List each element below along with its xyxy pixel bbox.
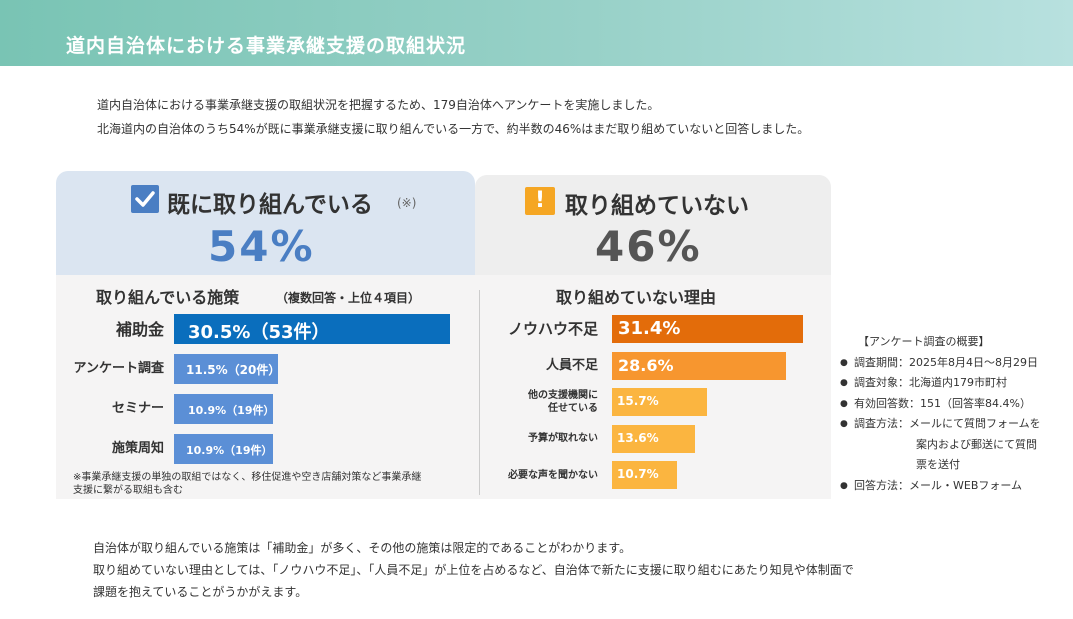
survey-item: ● 調査期間：2025年8月4日〜8月29日 — [840, 353, 1041, 374]
data-label: 31.4% — [618, 318, 681, 339]
survey-item-continued: 票を送付 — [916, 458, 960, 471]
category-label-line: アンケート調査 — [73, 361, 164, 376]
bullet-icon: ● — [840, 419, 848, 429]
category-label-line: ノウハウ不足 — [507, 320, 598, 338]
category-label: 必要な声を聞かない — [483, 469, 598, 482]
category-label: 人員不足 — [483, 358, 598, 374]
data-label: 30.5%（53件） — [188, 322, 330, 343]
left-heading: 既に取り組んでいる — [167, 192, 373, 218]
category-label-line: 予算が取れない — [528, 433, 598, 444]
bar — [612, 351, 786, 380]
footnote-line-2: 支援に繋がる取組も含む — [73, 485, 183, 496]
left-subheading: 取り組んでいる施策 — [96, 288, 240, 307]
bar — [612, 315, 803, 343]
bar — [612, 461, 678, 489]
bar — [174, 394, 273, 424]
data-label: 28.6% — [618, 355, 674, 375]
survey-item-text: 調査対象：北海道内179市町村 — [854, 376, 1007, 389]
intro-line-2: 北海道内の自治体のうち54%が既に事業承継支援に取り組んでいる一方で、約半数の4… — [97, 122, 810, 136]
right-subheading: 取り組めていない理由 — [556, 288, 717, 307]
bullet-icon: ● — [840, 480, 848, 491]
conclusion-line-1: 自治体が取り組んでいる施策は「補助金」が多く、その他の施策は限定的であることがわ… — [93, 541, 632, 555]
left-heading-note: (※) — [397, 196, 417, 210]
conclusion-line-2: 取り組めていない理由としては、「ノウハウ不足」、「人員不足」が上位を占めるなど、… — [93, 563, 854, 577]
left-percent: 54% — [208, 222, 315, 271]
left-summary-panel — [56, 171, 475, 275]
footnote: ※事業承継支援の単独の取組ではなく、移住促進や空き店舗対策など事業承継 支援に繋… — [73, 471, 473, 497]
category-label-line: 人員不足 — [545, 357, 598, 373]
right-percent: 46% — [595, 222, 702, 271]
data-label: 11.5%（20件） — [186, 363, 281, 377]
survey-item-text: 調査期間：2025年8月4日〜8月29日 — [854, 355, 1038, 369]
survey-item: ● 有効回答数：151（回答率84.4%） — [840, 394, 1041, 415]
survey-title: 【アンケート調査の概要】 — [858, 335, 990, 348]
bullet-icon: ● — [840, 378, 848, 388]
left-subheading-note: （複数回答・上位４項目） — [276, 291, 421, 305]
left-chart-panel — [56, 275, 475, 499]
category-label: アンケート調査 — [58, 361, 164, 377]
survey-item: ● 調査方法：メールにて質問フォームを — [840, 414, 1041, 435]
data-label: 15.7% — [617, 394, 659, 408]
bullet-icon: ● — [840, 398, 848, 409]
conclusion-text: 自治体が取り組んでいる施策は「補助金」が多く、その他の施策は限定的であることがわ… — [93, 537, 854, 603]
data-label: 10.9%（19件） — [188, 403, 275, 417]
category-label: ノウハウ不足 — [483, 320, 598, 338]
conclusion-line-3: 課題を抱えていることがうかがえます。 — [93, 585, 308, 599]
panel-divider — [479, 290, 480, 495]
category-label-line: 他の支援機関に — [528, 390, 598, 401]
right-heading: 取り組めていない — [565, 193, 749, 219]
category-label-line: 施策周知 — [111, 441, 164, 456]
page-header: 道内自治体における事業承継支援の取組状況 — [0, 0, 1073, 66]
data-label: 10.9%（19件） — [186, 443, 273, 457]
category-label-line: 任せている — [548, 403, 598, 414]
survey-summary: 【アンケート調査の概要】 ● 調査期間：2025年8月4日〜8月29日 ● 調査対象… — [840, 332, 1041, 496]
category-label: 施策周知 — [58, 441, 164, 457]
survey-item-text: 有効回答数：151（回答率84.4%） — [854, 396, 1031, 410]
category-label-line: 必要な声を聞かない — [508, 469, 598, 481]
checkbox-checked-icon — [131, 185, 159, 213]
bullet-icon: ● — [840, 357, 848, 368]
bar — [174, 354, 279, 384]
survey-item-text: 調査方法：メールにて質問フォームを — [854, 417, 1041, 430]
survey-item-continued: 案内および郵送にて質問 — [916, 437, 1037, 451]
survey-item: ● 回答方法：メール・WEBフォーム — [840, 476, 1041, 497]
bar — [612, 388, 708, 416]
category-label-line: セミナー — [111, 401, 164, 416]
category-label-line: 補助金 — [115, 319, 164, 339]
survey-item: ● 調査対象：北海道内179市町村 — [840, 373, 1041, 394]
warning-icon: ! — [525, 187, 555, 215]
page-title: 道内自治体における事業承継支援の取組状況 — [66, 35, 467, 57]
survey-item-text: 回答方法：メール・WEBフォーム — [854, 478, 1023, 492]
category-label: セミナー — [58, 401, 164, 417]
category-label: 補助金 — [58, 320, 164, 339]
bar — [174, 434, 273, 464]
data-label: 13.6% — [617, 430, 659, 445]
footnote-line-1: ※事業承継支援の単独の取組ではなく、移住促進や空き店舗対策など事業承継 — [73, 472, 422, 483]
intro-line-1: 道内自治体における事業承継支援の取組状況を把握するため、179自治体へアンケート… — [97, 98, 660, 112]
data-label: 10.7% — [617, 467, 659, 481]
category-label: 予算が取れない — [483, 432, 598, 445]
bar — [612, 424, 695, 453]
bar — [174, 314, 451, 344]
intro-text: 道内自治体における事業承継支援の取組状況を把握するため、179自治体へアンケート… — [97, 93, 809, 141]
category-label: 他の支援機関に任せている — [483, 389, 598, 415]
